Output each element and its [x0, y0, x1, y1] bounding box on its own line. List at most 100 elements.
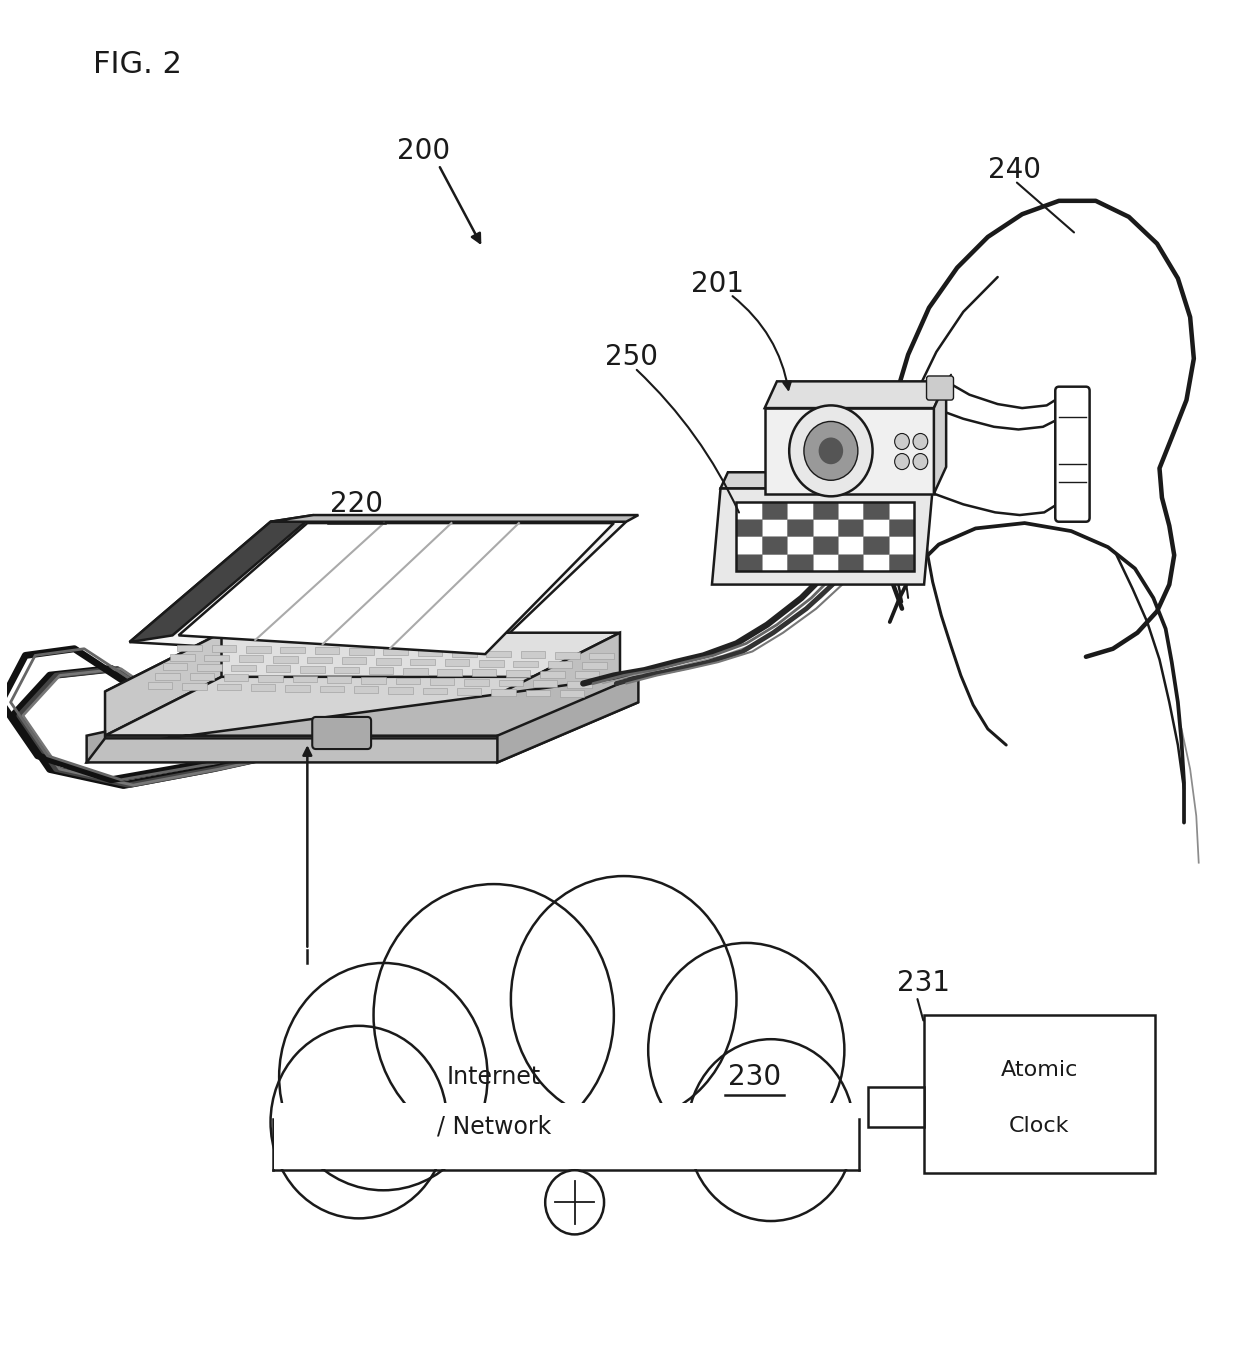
Bar [293, 676, 317, 682]
Bar [217, 684, 241, 690]
Polygon shape [270, 515, 639, 521]
Bar [376, 658, 401, 665]
Bar [889, 501, 914, 519]
Polygon shape [274, 1104, 857, 1169]
Bar [548, 662, 572, 669]
Bar [574, 671, 599, 678]
Bar [418, 650, 443, 657]
Bar [737, 501, 761, 519]
Bar [521, 651, 546, 658]
Bar [787, 501, 812, 519]
Circle shape [270, 1025, 448, 1219]
Polygon shape [87, 703, 639, 762]
Polygon shape [179, 523, 614, 654]
Circle shape [894, 454, 909, 470]
Circle shape [804, 422, 858, 481]
Bar [232, 665, 255, 671]
Text: Internet: Internet [446, 1065, 541, 1089]
Text: 230: 230 [728, 1063, 781, 1090]
Bar [155, 673, 180, 680]
Bar [761, 501, 787, 519]
Bar [258, 676, 283, 681]
Bar [787, 554, 812, 571]
Bar [430, 678, 455, 685]
Bar [361, 677, 386, 684]
Bar [513, 661, 538, 667]
Bar [453, 650, 476, 657]
Bar [924, 1015, 1154, 1173]
Bar [320, 685, 345, 692]
Bar [498, 680, 523, 686]
Bar [889, 536, 914, 554]
Bar [787, 519, 812, 536]
Circle shape [894, 434, 909, 450]
Polygon shape [105, 632, 620, 692]
Text: 240: 240 [988, 157, 1040, 184]
Polygon shape [258, 1093, 878, 1186]
Bar [471, 670, 496, 676]
Bar [265, 666, 290, 673]
Bar [582, 662, 606, 669]
Bar [889, 554, 914, 571]
Bar [388, 686, 413, 693]
Bar [300, 666, 325, 673]
Bar [761, 554, 787, 571]
Bar [177, 644, 202, 651]
Polygon shape [105, 632, 222, 736]
Bar [556, 653, 579, 659]
FancyBboxPatch shape [312, 717, 371, 748]
Bar [423, 688, 448, 694]
Bar [761, 519, 787, 536]
Bar [162, 663, 187, 670]
Bar [541, 671, 565, 677]
Bar [863, 536, 889, 554]
Bar [737, 554, 761, 571]
Circle shape [279, 963, 487, 1190]
Bar [533, 680, 558, 686]
Polygon shape [87, 676, 639, 748]
Text: 201: 201 [691, 270, 744, 297]
Bar [280, 647, 305, 654]
Bar [348, 648, 373, 655]
Bar [273, 657, 298, 663]
Bar [190, 674, 215, 680]
Bar [182, 682, 207, 689]
Polygon shape [503, 632, 620, 736]
Bar [838, 501, 863, 519]
Bar [863, 554, 889, 571]
Polygon shape [934, 381, 946, 493]
Circle shape [913, 454, 928, 470]
Bar [403, 669, 428, 676]
Bar [353, 686, 378, 693]
Bar [327, 676, 351, 682]
Bar [170, 654, 195, 661]
Bar [812, 501, 838, 519]
Polygon shape [105, 677, 620, 736]
Bar [567, 681, 591, 688]
Bar [589, 653, 614, 659]
Bar [212, 646, 237, 653]
Circle shape [373, 884, 614, 1146]
Circle shape [649, 943, 844, 1156]
Bar [838, 554, 863, 571]
Bar [285, 685, 310, 692]
Circle shape [789, 405, 873, 496]
Text: 200: 200 [397, 138, 450, 165]
Bar [889, 519, 914, 536]
Circle shape [913, 434, 928, 450]
Polygon shape [712, 488, 932, 585]
Bar [506, 670, 531, 677]
Bar [148, 682, 172, 689]
Bar [838, 536, 863, 554]
Bar [479, 661, 503, 667]
Bar [205, 655, 229, 662]
Bar [396, 677, 420, 684]
Bar [491, 689, 516, 696]
Bar [526, 689, 551, 696]
Bar [246, 646, 270, 653]
Bar [368, 667, 393, 674]
Bar [737, 536, 761, 554]
Bar [812, 554, 838, 571]
Text: 231: 231 [897, 969, 950, 997]
Circle shape [546, 1170, 604, 1235]
